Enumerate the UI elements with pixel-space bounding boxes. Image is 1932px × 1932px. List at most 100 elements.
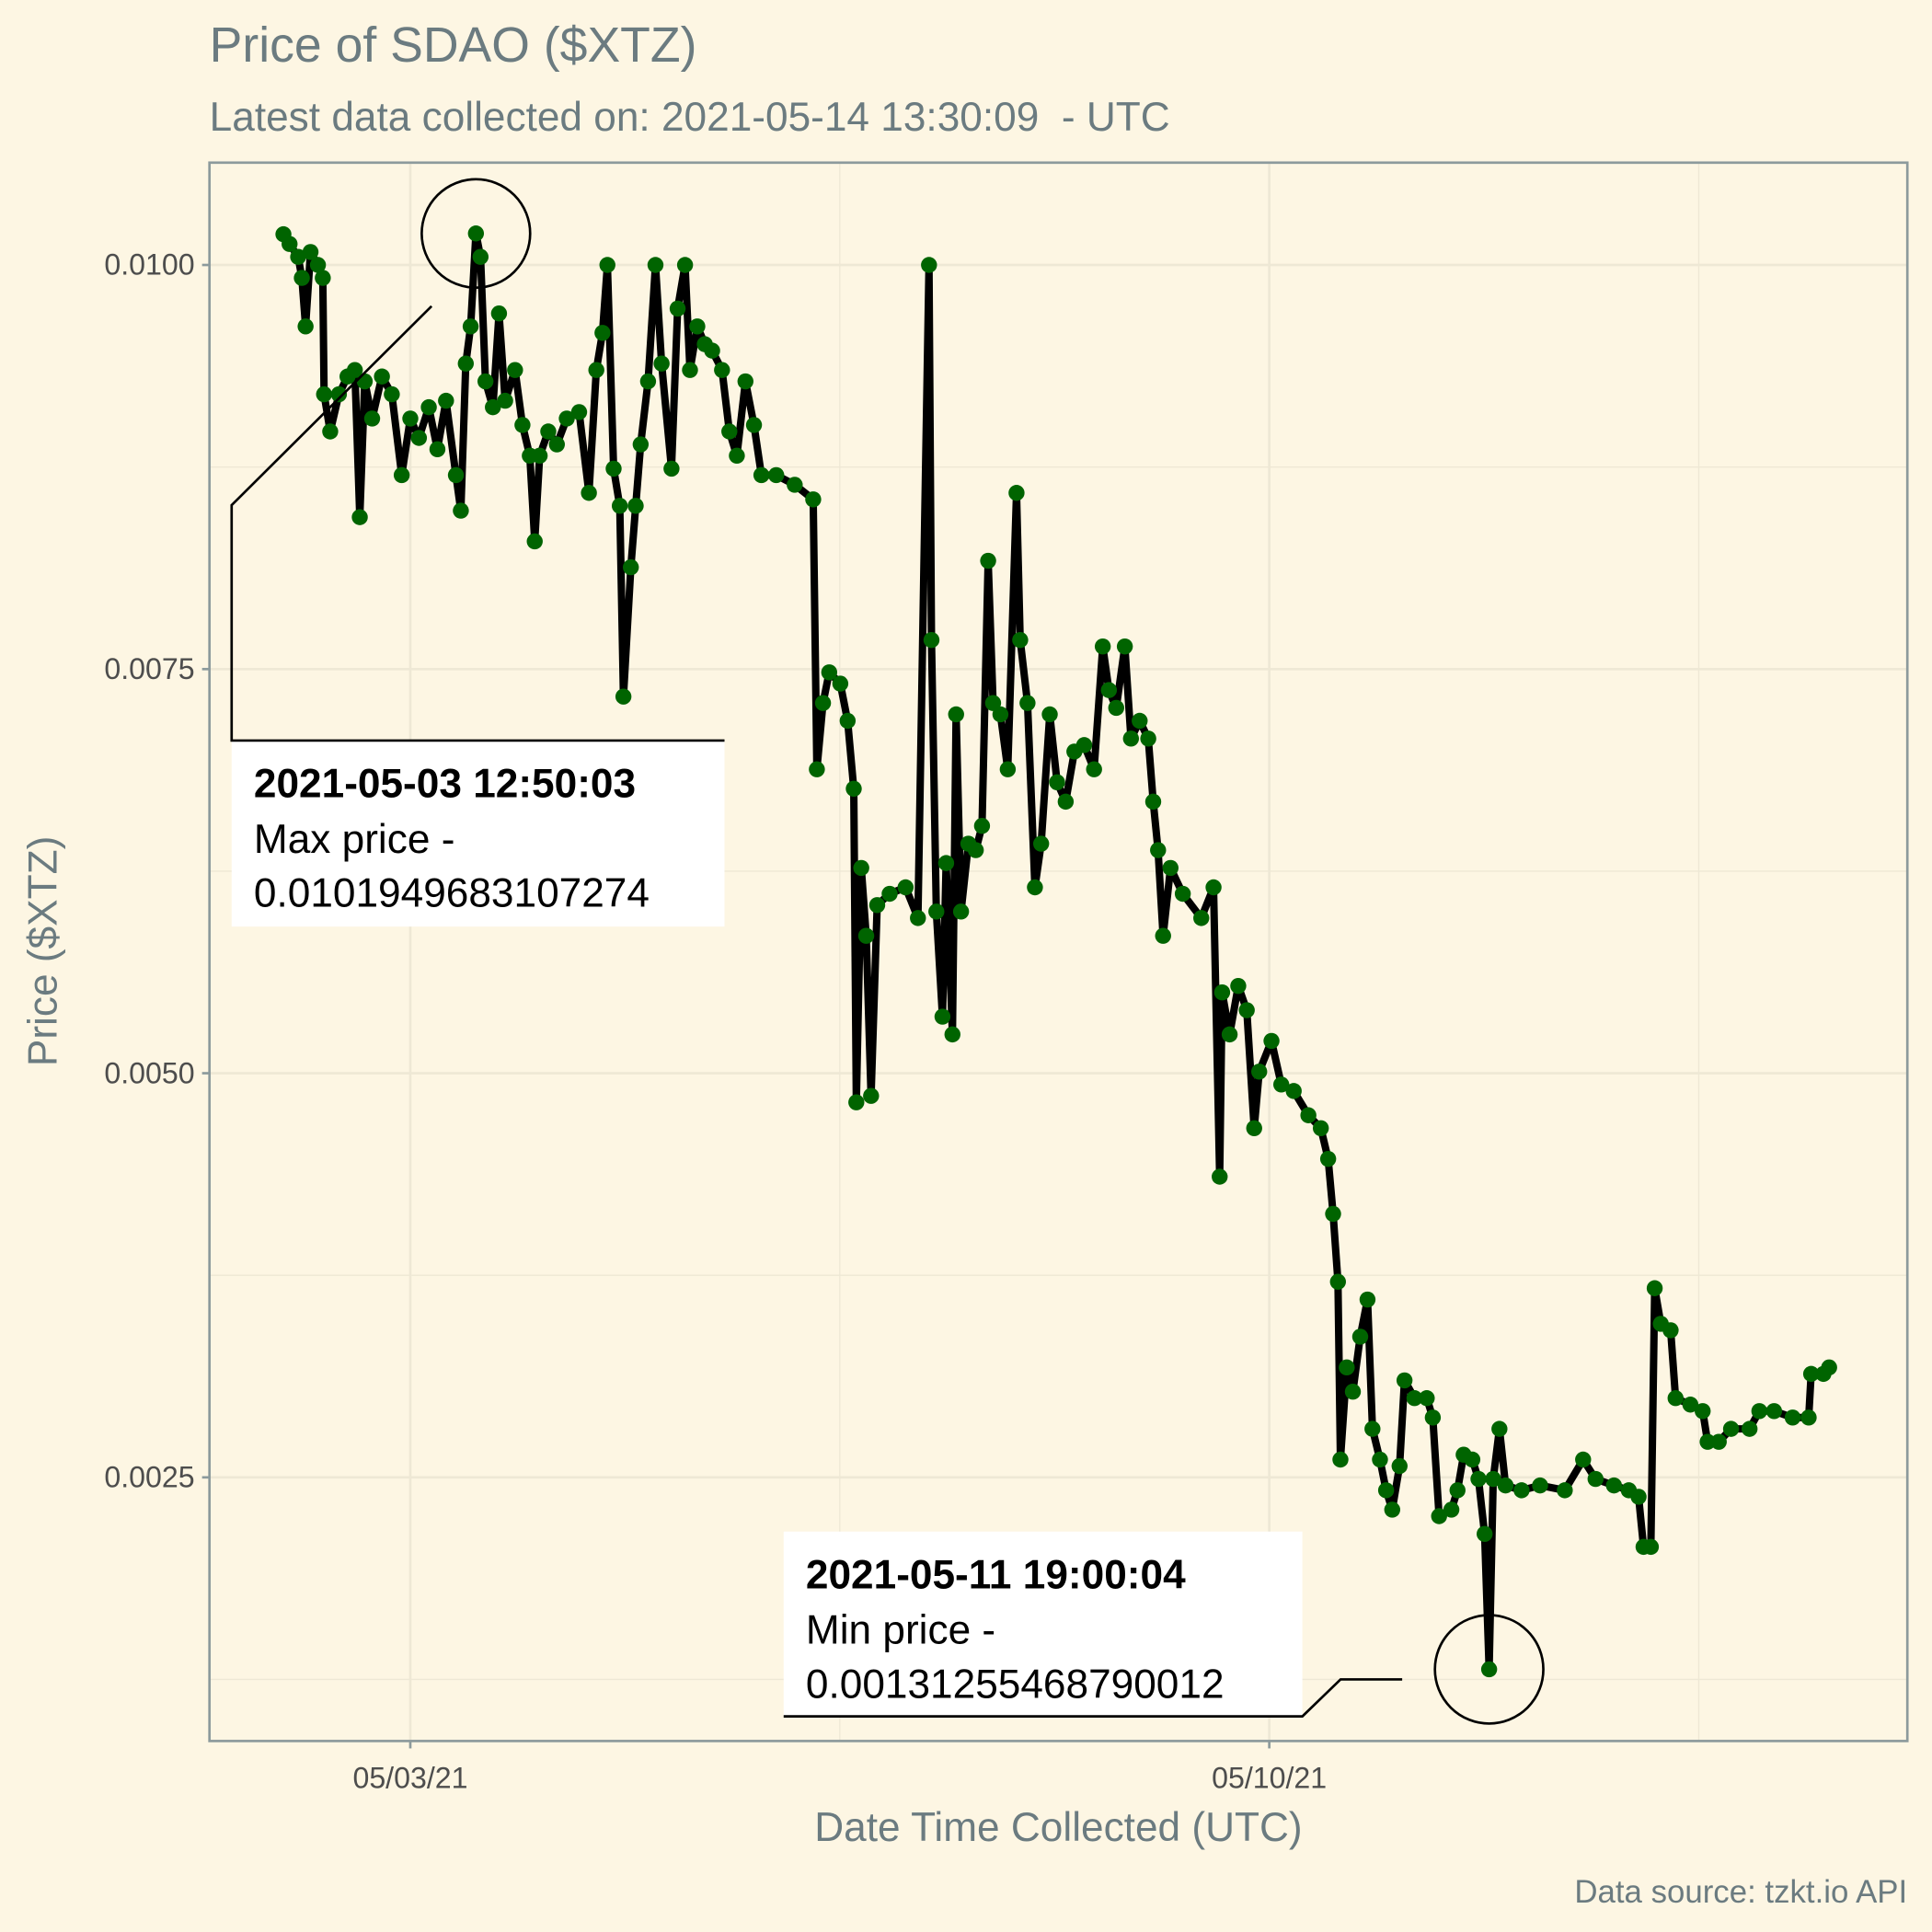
price-point (863, 1087, 880, 1104)
price-point (1122, 730, 1140, 747)
price-point (322, 423, 339, 440)
price-point (928, 903, 945, 920)
price-point (1364, 1420, 1381, 1437)
price-point (704, 342, 720, 359)
y-tick-label: 0.0075 (104, 652, 194, 685)
price-point (967, 842, 984, 858)
price-point (384, 385, 400, 403)
price-point (1396, 1372, 1413, 1389)
price-point (814, 695, 832, 711)
price-point (1193, 910, 1210, 926)
price-point (973, 818, 991, 834)
price-point (1497, 1477, 1514, 1494)
y-tick-label: 0.0050 (104, 1056, 194, 1089)
price-point (1032, 835, 1050, 852)
price-point (507, 362, 523, 378)
price-point (462, 318, 479, 335)
annotation-text: Min price - (806, 1608, 995, 1653)
price-point (457, 355, 474, 372)
price-point (1086, 761, 1102, 777)
price-point (1464, 1451, 1481, 1468)
price-point (1384, 1501, 1401, 1518)
price-point (410, 430, 428, 446)
price-point (1449, 1482, 1466, 1499)
price-point (1575, 1451, 1592, 1468)
price-point (1800, 1409, 1817, 1426)
price-point (1646, 1280, 1663, 1296)
annotation-box (231, 740, 725, 927)
price-point (402, 410, 419, 427)
price-point (1480, 1661, 1498, 1678)
price-point (1041, 706, 1058, 723)
price-point (753, 466, 770, 484)
price-point (374, 368, 390, 385)
price-point (1019, 695, 1036, 711)
x-axis-title: Date Time Collected (UTC) (814, 1805, 1302, 1850)
price-point (1049, 774, 1065, 790)
price-point (570, 404, 588, 420)
price-point (647, 257, 664, 273)
price-point (363, 410, 381, 427)
price-point (787, 477, 803, 493)
price-point (588, 362, 604, 378)
price-point (682, 362, 698, 378)
price-point (282, 236, 298, 252)
price-point (984, 695, 1002, 711)
y-axis-title: Price ($XTZ) (21, 836, 66, 1066)
price-point (1057, 793, 1075, 811)
price-point (558, 410, 575, 427)
price-point (548, 436, 566, 453)
price-point (1319, 1150, 1337, 1167)
price-point (689, 318, 706, 335)
annotation-box (783, 1531, 1303, 1717)
price-point (472, 248, 489, 265)
price-point (868, 897, 886, 914)
price-point (768, 466, 785, 484)
price-point (1027, 879, 1043, 896)
price-point (540, 423, 557, 440)
price-point (309, 257, 327, 273)
price-point (453, 502, 469, 519)
price-point (1695, 1403, 1711, 1420)
price-point (1150, 842, 1167, 858)
price-point (1329, 1273, 1347, 1290)
annotation-datetime: 2021-05-11 19:00:04 (806, 1552, 1186, 1597)
plot (275, 225, 1837, 1678)
price-point (531, 447, 548, 465)
price-point (832, 675, 849, 692)
price-point (497, 392, 513, 409)
price-point (857, 927, 875, 944)
price-point (514, 417, 531, 433)
price-point (290, 248, 306, 265)
price-point (845, 780, 862, 798)
price-point (627, 498, 644, 514)
price-point (315, 270, 331, 286)
price-point (1377, 1482, 1395, 1499)
price-point (1351, 1328, 1369, 1345)
price-point (897, 879, 914, 896)
price-point (1784, 1409, 1801, 1426)
price-point (1075, 737, 1093, 753)
price-point (1710, 1433, 1727, 1450)
price-point (937, 855, 955, 871)
price-point (1339, 1359, 1355, 1376)
price-point (1630, 1489, 1647, 1505)
chart-title: Price of SDAO ($XTZ) (210, 18, 697, 73)
price-point (714, 362, 730, 378)
price-point (1431, 1508, 1447, 1524)
price-point (1667, 1390, 1684, 1407)
price-point (944, 1026, 960, 1043)
price-point (745, 417, 763, 433)
price-point (490, 305, 508, 322)
price-point (1821, 1359, 1837, 1376)
price-point (1213, 983, 1231, 1001)
annotation-connector (783, 1678, 1403, 1718)
price-point (1532, 1477, 1548, 1494)
price-point (1162, 859, 1179, 877)
price-point (1230, 977, 1247, 995)
price-point (1238, 1002, 1255, 1018)
price-point (1212, 1168, 1228, 1185)
price-point (1272, 1076, 1290, 1093)
price-point (356, 373, 374, 390)
